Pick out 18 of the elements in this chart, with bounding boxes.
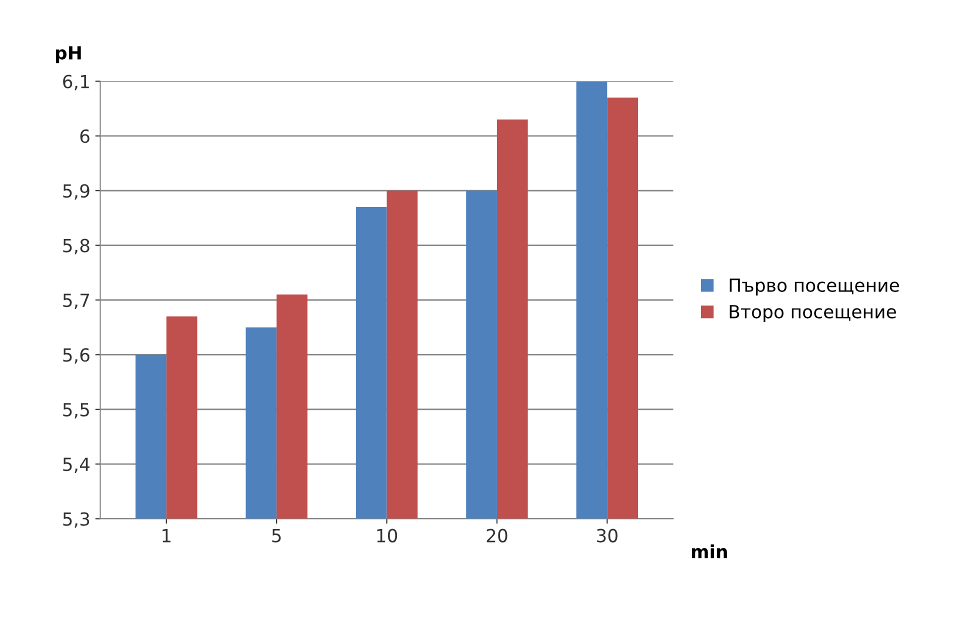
x-tick-label: 20 — [486, 528, 508, 542]
y-tick-label: 5,5 — [63, 403, 89, 418]
legend-label: Второ посещение — [730, 305, 896, 322]
y-tick-label: 5,9 — [63, 184, 90, 200]
y-tick-label: 6,1 — [63, 74, 89, 90]
y-tick-label: 5,4 — [63, 458, 90, 474]
x-tick-label: 30 — [597, 528, 618, 542]
legend-label: Първо посещение — [730, 278, 899, 296]
y-tick-label: 5,3 — [63, 512, 90, 528]
x-axis-title: min — [692, 544, 727, 558]
x-tick-label: 5 — [272, 529, 281, 542]
y-tick-label: 6 — [80, 129, 90, 144]
x-tick-label: 10 — [377, 528, 398, 542]
y-tick-label: 5,8 — [63, 238, 90, 254]
y-axis-title: pH — [56, 46, 81, 64]
x-tick-label: 1 — [162, 529, 170, 542]
y-tick-label: 5,6 — [63, 348, 90, 364]
y-tick-label: 5,7 — [63, 294, 90, 309]
